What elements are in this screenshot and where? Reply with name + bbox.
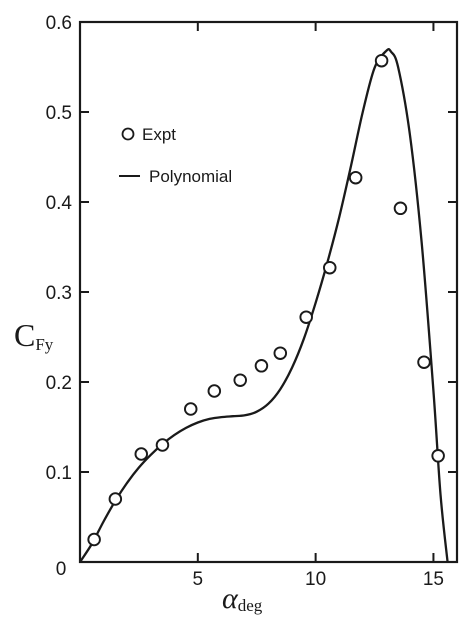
plot-frame: [78, 20, 459, 564]
polynomial-curve: [79, 48, 449, 563]
expt-point: [374, 53, 389, 68]
y-axis-title: CFy: [14, 317, 54, 354]
expt-point: [323, 260, 337, 275]
expt-point: [393, 201, 408, 216]
y-axis-title-main: C: [14, 317, 35, 353]
expt-point: [417, 355, 431, 369]
ticks-layer: 5 10 15 0.1 0.2 0.3 0.4 0.5 0.6: [46, 13, 457, 590]
y-tick-label: 0.1: [46, 463, 72, 484]
svg-text:αdeg: αdeg: [222, 582, 263, 615]
legend-expt-marker: [121, 127, 135, 141]
y-tick-label: 0.5: [46, 103, 72, 124]
x-axis-title-sub: deg: [238, 596, 263, 615]
legend-polynomial-label: Polynomial: [149, 167, 232, 186]
expt-point: [254, 359, 269, 373]
legend: Expt Polynomial: [119, 125, 232, 186]
origin-label: 0: [56, 559, 67, 580]
y-axis-title-sub: Fy: [35, 335, 53, 354]
expt-point: [431, 449, 445, 463]
expt-point: [273, 346, 288, 360]
x-tick-label: 10: [305, 569, 326, 590]
curve-layer: [79, 48, 449, 563]
x-tick-label: 15: [423, 569, 444, 590]
svg-text:CFy: CFy: [14, 317, 54, 354]
expt-point: [233, 373, 247, 387]
points-layer: [87, 53, 445, 547]
x-axis-title: αdeg: [222, 582, 263, 615]
expt-point: [87, 532, 101, 547]
expt-point: [155, 438, 170, 452]
expt-point: [183, 402, 198, 416]
y-tick-label: 0.2: [46, 373, 72, 394]
x-tick-label: 5: [193, 569, 204, 590]
y-tick-label: 0.3: [46, 283, 72, 304]
expt-point: [348, 170, 363, 185]
x-axis-title-main: α: [222, 582, 239, 615]
y-tick-label: 0.4: [46, 193, 73, 214]
expt-point: [108, 492, 123, 506]
y-tick-label: 0.6: [46, 13, 72, 34]
expt-point: [299, 310, 313, 324]
plot-frame-layer: [78, 20, 459, 564]
expt-point: [207, 384, 222, 398]
expt-point: [134, 447, 149, 461]
legend-expt-label: Expt: [142, 125, 176, 144]
